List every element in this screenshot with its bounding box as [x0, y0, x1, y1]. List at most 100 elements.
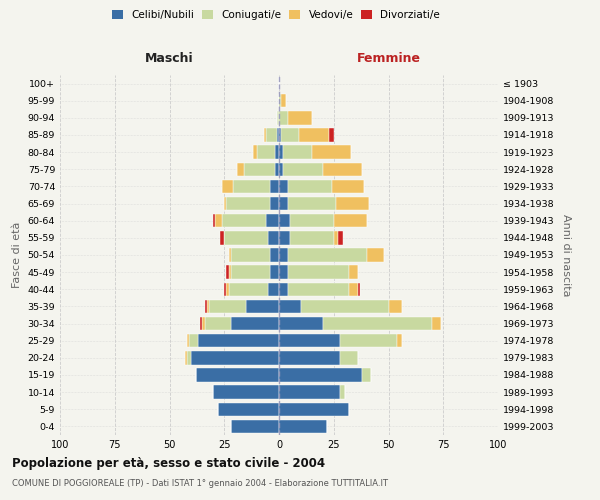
- Bar: [362, 368, 371, 382]
- Bar: [257, 146, 275, 159]
- Bar: [349, 266, 358, 279]
- Bar: [299, 128, 329, 141]
- Bar: [270, 180, 279, 193]
- Text: Maschi: Maschi: [145, 52, 194, 64]
- Bar: [323, 317, 432, 330]
- Bar: [275, 162, 279, 176]
- Bar: [279, 214, 290, 228]
- Bar: [253, 146, 257, 159]
- Bar: [349, 282, 358, 296]
- Bar: [279, 282, 288, 296]
- Bar: [279, 334, 340, 347]
- Bar: [233, 180, 270, 193]
- Bar: [187, 351, 191, 364]
- Bar: [277, 111, 279, 124]
- Bar: [329, 128, 334, 141]
- Bar: [270, 248, 279, 262]
- Bar: [214, 214, 215, 228]
- Bar: [231, 420, 279, 433]
- Bar: [283, 146, 312, 159]
- Bar: [283, 162, 323, 176]
- Bar: [279, 300, 301, 313]
- Bar: [334, 214, 367, 228]
- Bar: [198, 334, 279, 347]
- Bar: [277, 128, 279, 141]
- Bar: [279, 420, 327, 433]
- Bar: [340, 351, 358, 364]
- Bar: [224, 282, 226, 296]
- Bar: [275, 146, 279, 159]
- Bar: [279, 266, 288, 279]
- Y-axis label: Anni di nascita: Anni di nascita: [561, 214, 571, 296]
- Bar: [268, 282, 279, 296]
- Text: COMUNE DI POGGIOREALE (TP) - Dati ISTAT 1° gennaio 2004 - Elaborazione TUTTITALI: COMUNE DI POGGIOREALE (TP) - Dati ISTAT …: [12, 479, 388, 488]
- Bar: [358, 282, 360, 296]
- Bar: [191, 351, 279, 364]
- Bar: [226, 282, 229, 296]
- Bar: [279, 111, 288, 124]
- Bar: [229, 282, 268, 296]
- Bar: [218, 402, 279, 416]
- Bar: [340, 386, 344, 399]
- Bar: [279, 94, 281, 108]
- Bar: [215, 214, 222, 228]
- Bar: [397, 334, 401, 347]
- Bar: [336, 197, 369, 210]
- Bar: [205, 300, 207, 313]
- Bar: [279, 317, 323, 330]
- Bar: [187, 334, 189, 347]
- Bar: [288, 180, 332, 193]
- Bar: [433, 317, 441, 330]
- Bar: [200, 317, 202, 330]
- Bar: [279, 197, 288, 210]
- Bar: [279, 162, 283, 176]
- Bar: [279, 368, 362, 382]
- Bar: [222, 180, 233, 193]
- Bar: [209, 300, 246, 313]
- Bar: [246, 300, 279, 313]
- Y-axis label: Fasce di età: Fasce di età: [12, 222, 22, 288]
- Bar: [224, 197, 226, 210]
- Bar: [224, 231, 268, 244]
- Legend: Celibi/Nubili, Coniugati/e, Vedovi/e, Divorziati/e: Celibi/Nubili, Coniugati/e, Vedovi/e, Di…: [112, 10, 440, 20]
- Text: Popolazione per età, sesso e stato civile - 2004: Popolazione per età, sesso e stato civil…: [12, 458, 325, 470]
- Bar: [279, 180, 288, 193]
- Bar: [281, 94, 286, 108]
- Bar: [279, 231, 290, 244]
- Bar: [207, 300, 209, 313]
- Bar: [323, 162, 362, 176]
- Bar: [226, 197, 270, 210]
- Text: Femmine: Femmine: [356, 52, 421, 64]
- Bar: [288, 248, 367, 262]
- Bar: [189, 334, 198, 347]
- Bar: [270, 197, 279, 210]
- Bar: [229, 266, 231, 279]
- Bar: [270, 266, 279, 279]
- Bar: [279, 248, 288, 262]
- Bar: [279, 351, 340, 364]
- Bar: [288, 282, 349, 296]
- Bar: [205, 317, 231, 330]
- Bar: [279, 402, 349, 416]
- Bar: [222, 214, 266, 228]
- Bar: [281, 128, 299, 141]
- Bar: [389, 300, 401, 313]
- Bar: [340, 334, 397, 347]
- Bar: [231, 248, 270, 262]
- Bar: [334, 231, 338, 244]
- Bar: [367, 248, 384, 262]
- Bar: [279, 146, 283, 159]
- Bar: [266, 128, 277, 141]
- Bar: [266, 214, 279, 228]
- Bar: [202, 317, 205, 330]
- Bar: [226, 266, 229, 279]
- Bar: [231, 266, 270, 279]
- Bar: [290, 214, 334, 228]
- Bar: [263, 128, 266, 141]
- Bar: [244, 162, 275, 176]
- Bar: [229, 248, 231, 262]
- Bar: [290, 231, 334, 244]
- Bar: [301, 300, 389, 313]
- Bar: [238, 162, 244, 176]
- Bar: [231, 317, 279, 330]
